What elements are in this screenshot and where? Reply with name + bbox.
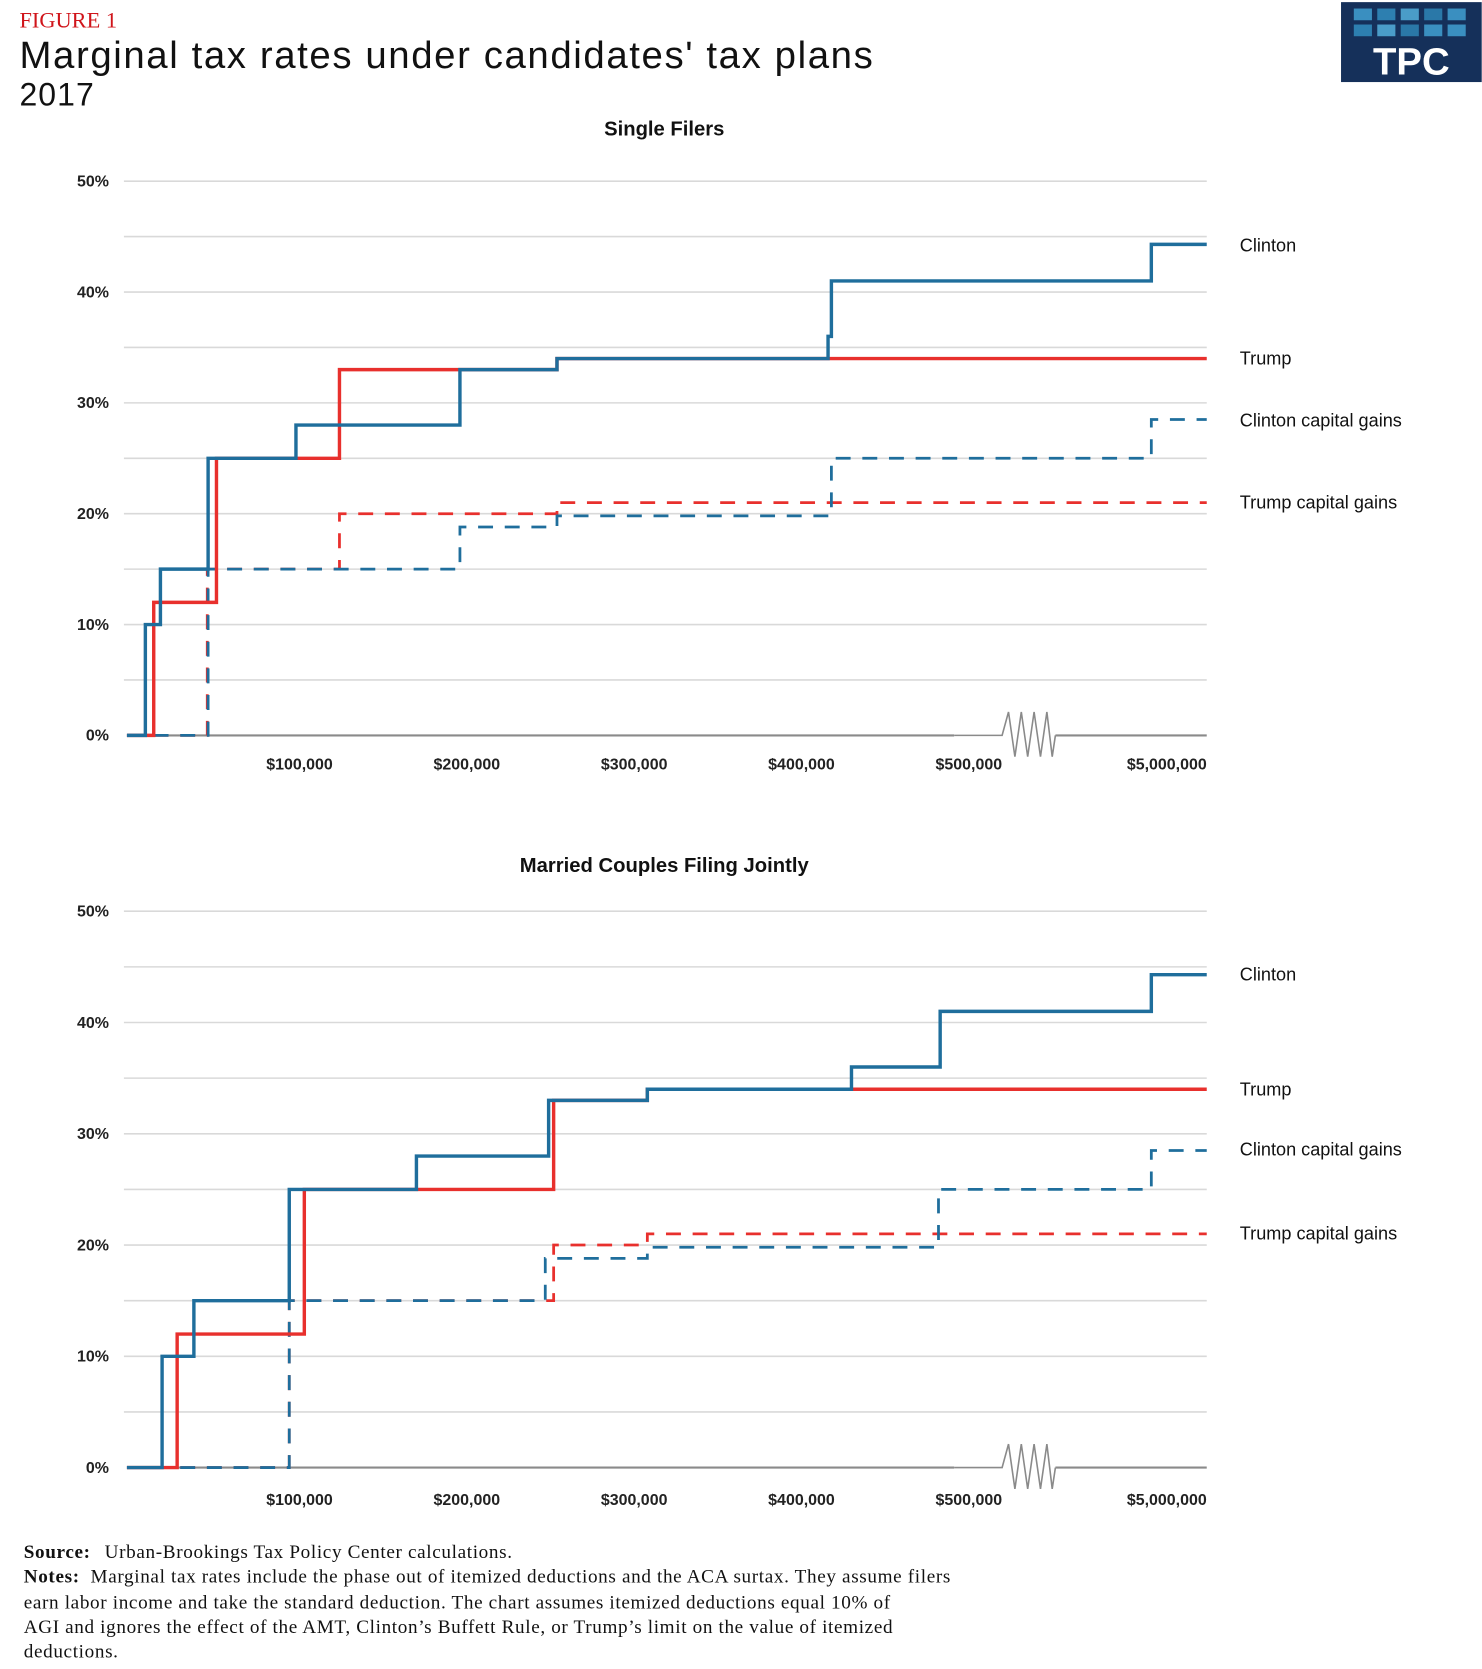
logo-square [1400,8,1419,21]
notes-text-3: AGI and ignores the effect of the AMT, C… [24,1617,893,1638]
x-tick-label: $500,000 [936,756,1003,773]
legend-label: Trump capital gains [1240,1223,1397,1243]
logo-square [1353,24,1372,37]
x-tick-label: $300,000 [601,756,668,773]
x-tick-label: $500,000 [936,1492,1003,1509]
legend-label: Trump [1240,348,1292,368]
x-tick-label: $200,000 [434,1492,501,1509]
notes-text-2: earn labor income and take the standard … [24,1592,891,1613]
axis-break-icon [954,711,1057,757]
series-line-trump-single [126,356,1207,738]
legend-label: Clinton [1240,965,1296,985]
y-tick-label: 10% [77,1349,109,1366]
y-tick-label: 20% [77,506,109,523]
chart-title: Married Couples Filing Jointly [520,855,810,877]
series-line-clinton-capital-gains-married [126,1149,1207,1469]
source-line: Source: Urban-Brookings Tax Policy Cente… [24,1542,513,1563]
y-tick-label: 50% [77,904,109,921]
figure-subtitle: 2017 [19,77,94,113]
y-tick-label: 30% [77,1126,109,1143]
x-tick-label: $200,000 [434,756,501,773]
logo-square [1377,8,1396,21]
y-tick-label: 0% [86,1460,109,1477]
logo-square [1447,8,1466,21]
legend-label: Trump [1240,1080,1292,1100]
x-tick-label: $5,000,000 [1127,1492,1207,1509]
legend-label: Clinton capital gains [1240,1139,1402,1159]
series-line-trump-capital-gains-single [126,501,1207,737]
notes-text-1: Marginal tax rates include the phase out… [91,1567,951,1588]
x-tick-label: $100,000 [266,756,333,773]
chart-married-filing-jointly: Married Couples Filing Jointly 0% 10% 20% 30… [77,855,1402,1509]
y-tick-label: 50% [77,174,109,191]
notes-label: Notes: [24,1567,80,1588]
logo-square [1377,24,1396,37]
logo-square [1447,24,1466,37]
notes-text-4: deductions. [24,1641,119,1662]
tpc-logo: TPC [1341,2,1482,84]
logo-square [1424,8,1443,21]
x-tick-label: $300,000 [601,1492,668,1509]
logo-square [1424,24,1443,37]
logo-square [1353,8,1372,21]
logo-text: TPC [1373,41,1450,84]
series-line-clinton-capital-gains-single [126,418,1207,737]
y-tick-label: 30% [77,395,109,412]
x-tick-label: $5,000,000 [1127,756,1207,773]
series-line-clinton-single [126,242,1207,738]
logo-squares [1353,8,1466,37]
legend-label: Clinton [1240,236,1296,256]
x-tick-label: $100,000 [266,1492,333,1509]
y-tick-label: 40% [77,284,109,301]
figure-label: FIGURE 1 [19,8,117,33]
source-label: Source: [24,1542,91,1563]
legend-label: Clinton capital gains [1240,410,1402,430]
axis-break-icon [954,1443,1057,1490]
notes-line-1: Notes: Marginal tax rates include the ph… [24,1567,951,1588]
chart-single-filers: Single Filers 0% 10% 20% 30% 40% 50% $100,000 $2… [77,118,1402,773]
y-tick-label: 40% [77,1015,109,1032]
legend-label: Trump capital gains [1240,492,1397,512]
series-line-clinton-married [126,972,1207,1470]
footer-notes: Source: Urban-Brookings Tax Policy Cente… [24,1542,951,1662]
y-tick-label: 0% [86,728,109,745]
x-tick-label: $400,000 [768,1492,835,1509]
y-tick-label: 10% [77,617,109,634]
figure-title: Marginal tax rates under candidates' tax… [19,34,874,77]
y-tick-label: 20% [77,1237,109,1254]
source-text: Urban-Brookings Tax Policy Center calcul… [105,1542,513,1563]
logo-square [1400,24,1419,37]
x-tick-label: $400,000 [768,756,835,773]
chart-title: Single Filers [604,118,724,140]
